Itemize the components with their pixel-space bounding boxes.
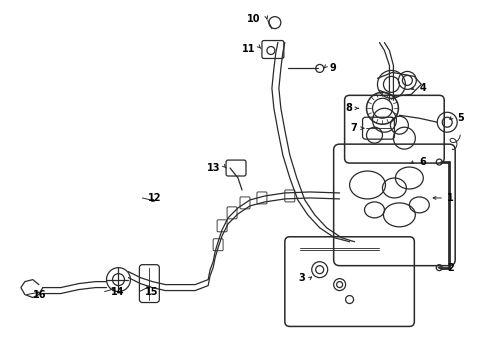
Text: 7: 7: [350, 123, 357, 133]
Text: 6: 6: [419, 157, 425, 167]
Text: 4: 4: [419, 84, 425, 93]
Text: 10: 10: [247, 14, 261, 24]
Text: 1: 1: [447, 193, 453, 203]
Text: 5: 5: [456, 113, 463, 123]
Text: 15: 15: [145, 287, 159, 297]
Text: 13: 13: [206, 163, 220, 173]
Text: 2: 2: [447, 263, 453, 273]
Text: 8: 8: [345, 103, 352, 113]
Text: 3: 3: [297, 273, 304, 283]
Text: 11: 11: [241, 44, 254, 54]
Text: 9: 9: [329, 63, 336, 73]
Text: 12: 12: [148, 193, 162, 203]
Text: 14: 14: [110, 287, 124, 297]
Text: 16: 16: [33, 289, 46, 300]
